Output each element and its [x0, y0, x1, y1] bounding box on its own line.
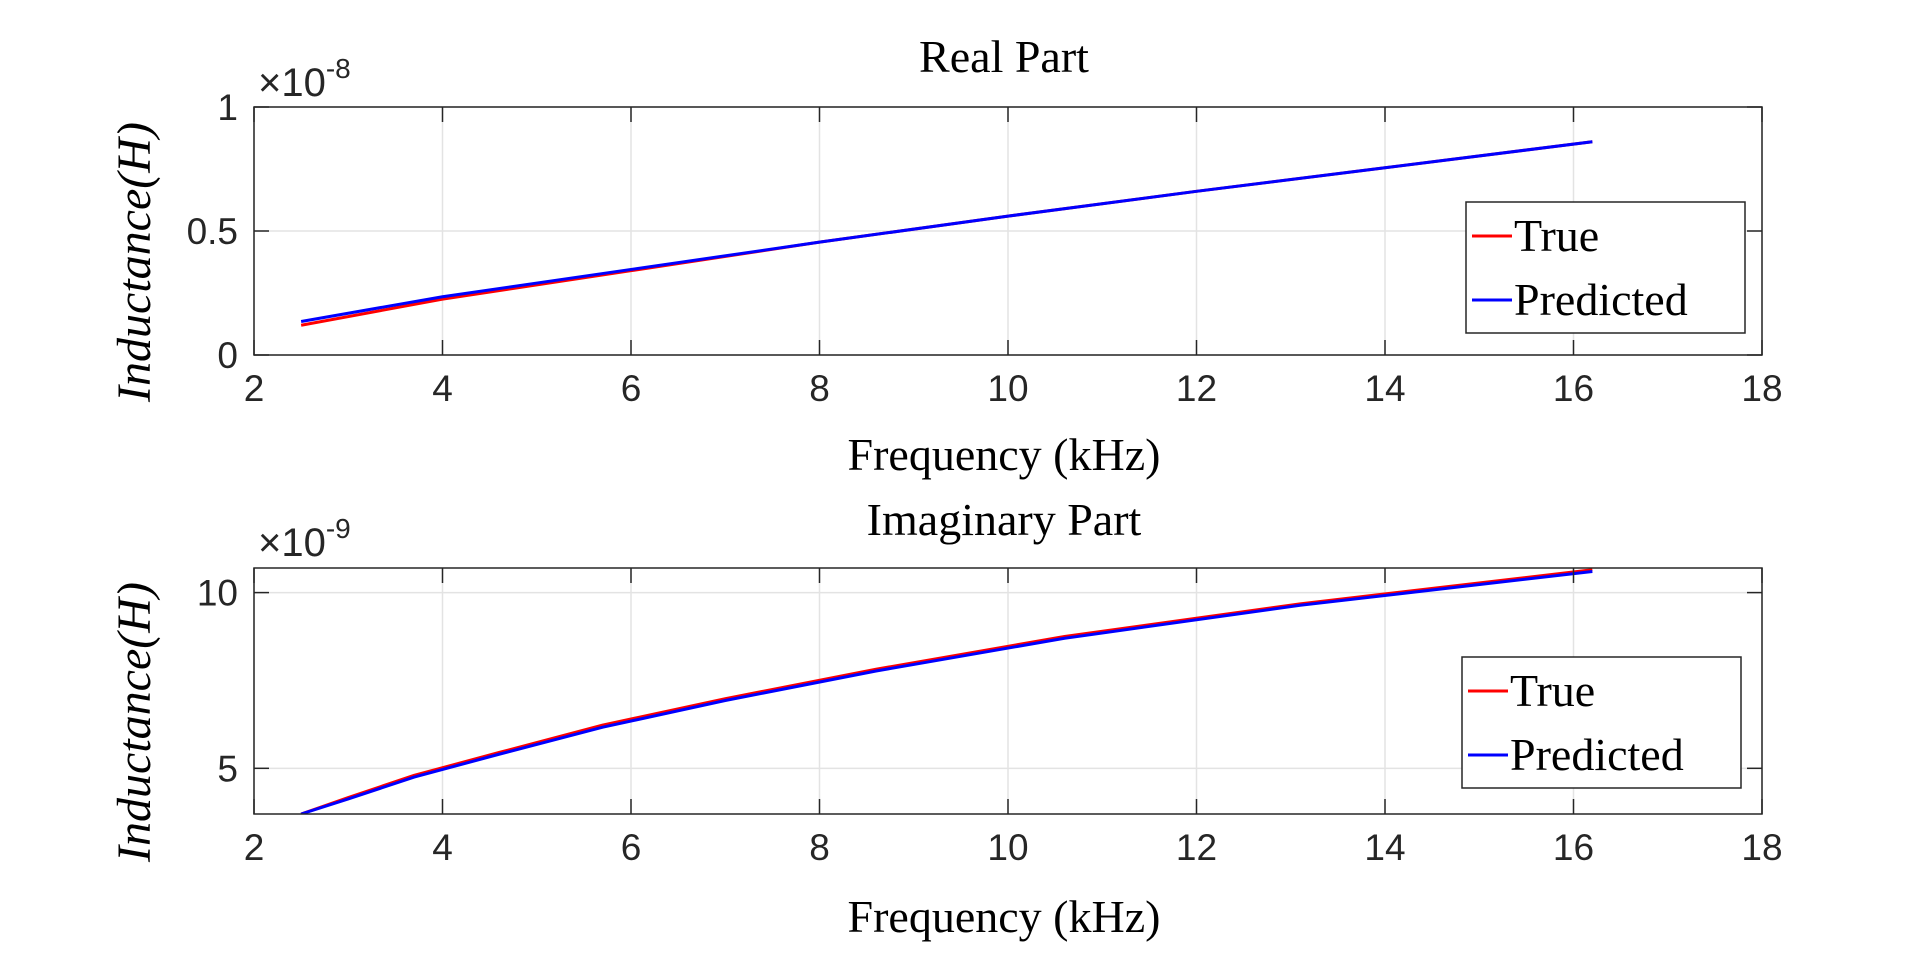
imaginary-part-legend-label-predicted: Predicted [1510, 729, 1684, 780]
real-part-series-predicted [300, 140, 1593, 323]
real-part-title: Real Part [919, 31, 1089, 82]
imaginary-part-exponent-label: ×10-9 [258, 513, 351, 565]
imaginary-part-axes: Imaginary Part ×10-9 Frequency (kHz) Ind… [108, 494, 1783, 942]
imaginary-part-legend-box [1461, 656, 1742, 789]
real-part-x-axis-label: Frequency (kHz) [848, 429, 1161, 480]
real-part-legend: True Predicted [1465, 201, 1746, 334]
real-part-x-tick-label: 16 [1553, 368, 1594, 409]
imaginary-part-series-predicted [300, 570, 1593, 814]
imaginary-part-x-tick-label: 4 [432, 827, 453, 868]
real-part-x-tick-label: 4 [432, 368, 453, 409]
real-part-x-tick-label: 14 [1364, 368, 1405, 409]
real-part-axes: Real Part ×10-8 Frequency (kHz) Inductan… [108, 31, 1783, 480]
imaginary-part-title: Imaginary Part [867, 494, 1142, 545]
real-part-legend-label-predicted: Predicted [1514, 274, 1688, 325]
imaginary-part-x-tick-label: 2 [244, 827, 265, 868]
imaginary-part-y-tick-label: 10 [197, 573, 238, 614]
imaginary-part-x-tick-label: 12 [1176, 827, 1217, 868]
imaginary-part-x-tick-label: 14 [1364, 827, 1405, 868]
real-part-y-tick-label: 0.5 [187, 211, 238, 252]
real-part-x-tick-label: 10 [987, 368, 1028, 409]
imaginary-part-x-tick-label: 16 [1553, 827, 1594, 868]
real-part-x-tick-label: 12 [1176, 368, 1217, 409]
imaginary-part-legend-label-true: True [1510, 665, 1595, 716]
real-part-legend-box [1465, 201, 1746, 334]
imaginary-part-x-tick-label: 18 [1741, 827, 1782, 868]
imaginary-part-x-axis-label: Frequency (kHz) [848, 891, 1161, 942]
real-part-y-axis-label: Inductance(H) [108, 122, 161, 403]
real-part-x-tick-label: 2 [244, 368, 265, 409]
real-part-x-tick-label: 18 [1741, 368, 1782, 409]
real-part-x-tick-label: 6 [621, 368, 642, 409]
imaginary-part-y-tick-label: 5 [217, 748, 238, 789]
imaginary-part-x-tick-label: 8 [809, 827, 830, 868]
real-part-y-tick-label: 1 [217, 87, 238, 128]
imaginary-part-series-true [300, 568, 1593, 814]
imaginary-part-legend: True Predicted [1461, 656, 1742, 789]
imaginary-part-x-tick-label: 6 [621, 827, 642, 868]
real-part-y-tick-label: 0 [217, 335, 238, 376]
imaginary-part-x-tick-label: 10 [987, 827, 1028, 868]
real-part-legend-label-true: True [1514, 210, 1599, 261]
real-part-x-tick-label: 8 [809, 368, 830, 409]
imaginary-part-y-axis-label: Inductance(H) [108, 582, 161, 863]
real-part-exponent-label: ×10-8 [258, 53, 351, 105]
